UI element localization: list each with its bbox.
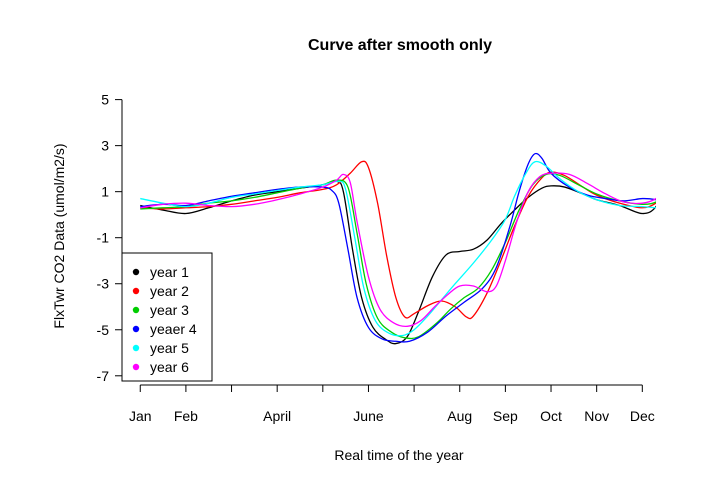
y-tick-label: 3: [101, 138, 109, 154]
series-line-5: [140, 160, 656, 337]
x-tick-label: Jan: [129, 408, 152, 424]
legend-label-6: year 6: [150, 359, 189, 375]
legend-label-2: year 2: [150, 283, 189, 299]
legend-marker-5: [132, 344, 140, 352]
series-line-3: [140, 172, 656, 340]
legend-label-5: year 5: [150, 340, 189, 356]
legend-label-4: yeaer 4: [150, 321, 197, 337]
x-tick-label: Aug: [447, 408, 472, 424]
chart-title: Curve after smooth only: [308, 37, 492, 54]
legend-label-1: year 1: [150, 264, 189, 280]
x-tick-label: Feb: [174, 408, 198, 424]
y-tick-label: -3: [97, 276, 110, 292]
legend-marker-3: [132, 306, 140, 314]
legend-marker-2: [132, 287, 140, 295]
x-tick-label: April: [263, 408, 291, 424]
y-tick-label: -5: [97, 322, 110, 338]
x-axis-title: Real time of the year: [334, 447, 464, 463]
y-tick-label: -7: [97, 368, 110, 384]
plot-area: -7 -5 -3 -1 1 3 5 Jan Feb April June Aug Sep Oct Nov De…: [97, 92, 656, 424]
y-axis-title: FlxTwr CO2 Data (umol/m2/s): [51, 143, 67, 328]
y-tick-label: 5: [101, 92, 109, 108]
x-tick-label: Nov: [584, 408, 609, 424]
legend-marker-6: [132, 363, 140, 371]
series-line-4: [140, 152, 656, 343]
legend-marker-4: [132, 325, 140, 333]
x-tick-label: Sep: [493, 408, 518, 424]
x-tick-label: June: [353, 408, 384, 424]
y-tick-label: -1: [97, 230, 110, 246]
series-line-6: [140, 172, 656, 328]
x-tick-label: Dec: [630, 408, 655, 424]
series-line-2: [140, 160, 656, 320]
legend-label-3: year 3: [150, 302, 189, 318]
legend-marker-1: [132, 268, 140, 276]
x-tick-label: Oct: [540, 408, 562, 424]
y-tick-label: 1: [101, 184, 109, 200]
